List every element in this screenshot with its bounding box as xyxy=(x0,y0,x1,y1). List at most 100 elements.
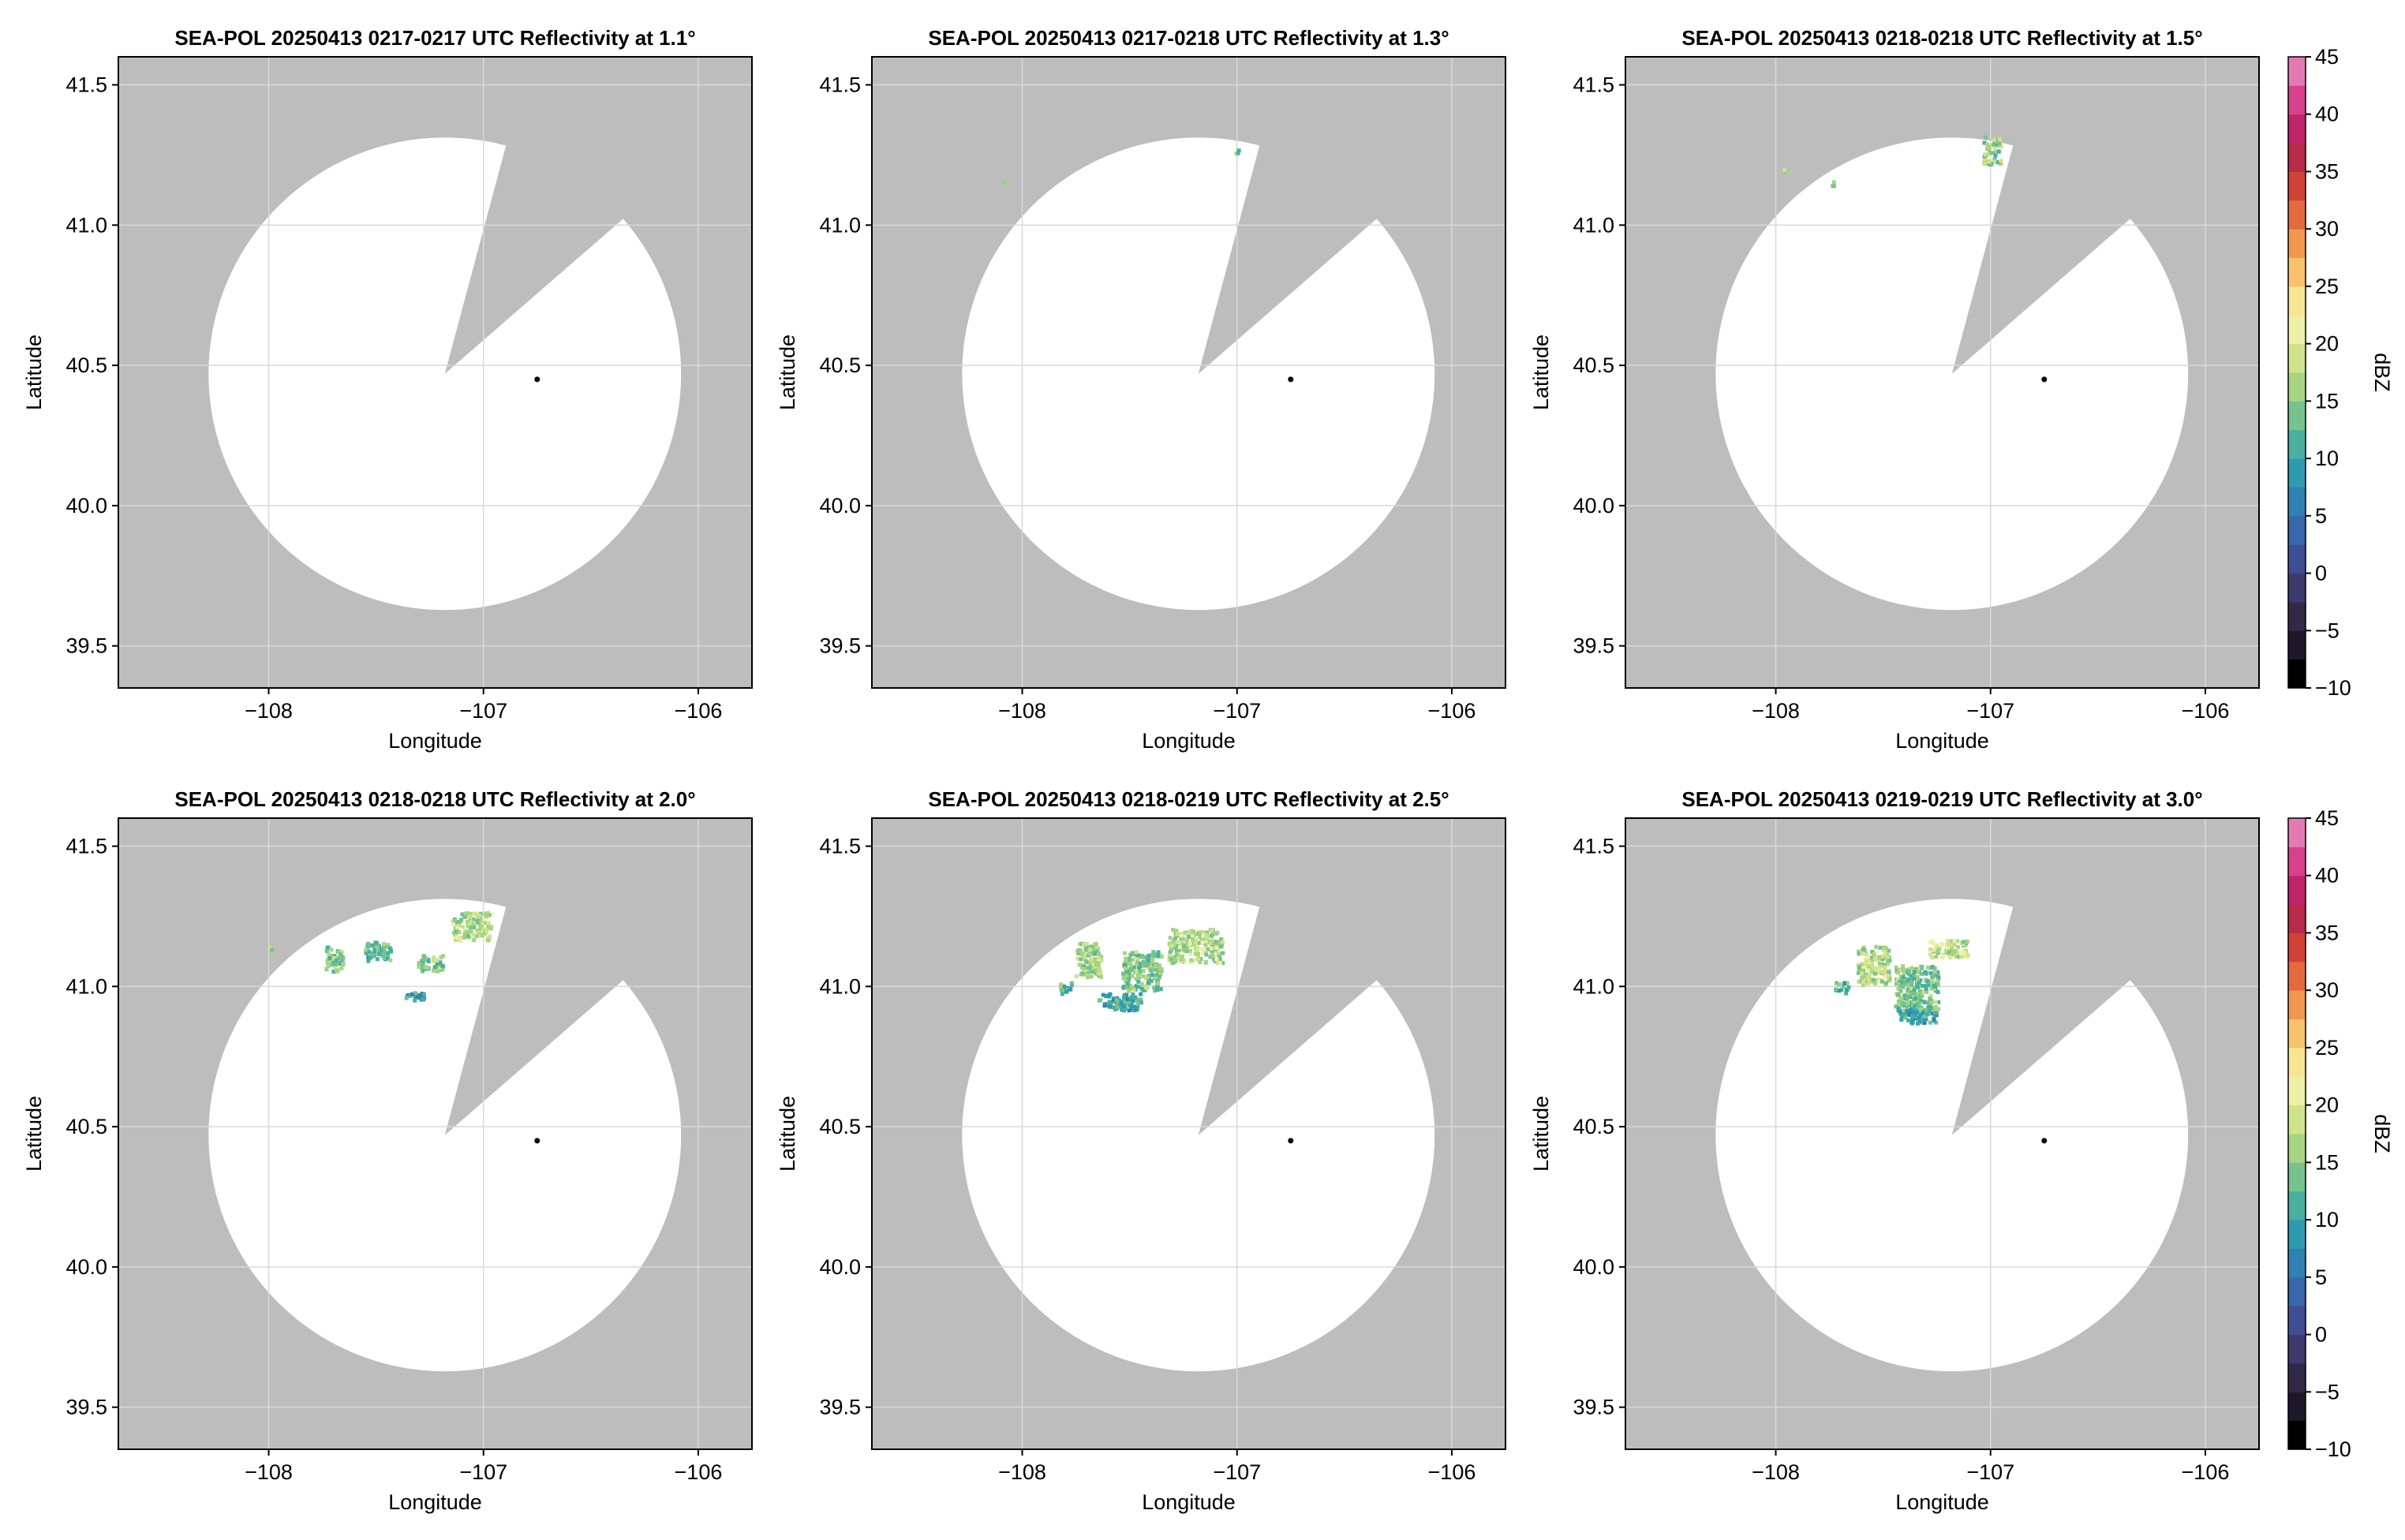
echo-cell xyxy=(1839,988,1844,992)
echo-cell xyxy=(473,911,477,916)
echo-cell xyxy=(1152,985,1157,990)
echo-cell xyxy=(375,948,380,952)
echo-cell xyxy=(1176,948,1181,952)
echo-cell xyxy=(1881,945,1886,950)
colorbar-segment xyxy=(2288,372,2306,402)
colorbar-tick-label: −10 xyxy=(2315,676,2351,700)
echo-cell xyxy=(375,957,380,962)
echo-cell xyxy=(386,951,391,955)
colorbar-label: dBZ xyxy=(2370,1114,2394,1153)
echo-cell xyxy=(1190,933,1195,938)
echo-cell xyxy=(1906,978,1911,983)
echo-cell xyxy=(1171,938,1176,943)
echo-cell xyxy=(1845,987,1850,992)
echo-cell xyxy=(1902,1011,1907,1016)
echo-cell xyxy=(1909,1008,1913,1012)
echo-cell xyxy=(1134,1007,1139,1012)
echo-cell xyxy=(370,943,375,948)
x-tick-label: −106 xyxy=(2182,1460,2230,1484)
echo-cell xyxy=(376,952,381,956)
echo-cell xyxy=(1139,954,1144,959)
echo-cell xyxy=(333,966,338,970)
echo-cell xyxy=(1191,936,1195,941)
coverage-area xyxy=(1715,899,2189,1372)
echo-cell xyxy=(364,948,368,952)
echo-cell xyxy=(1123,1006,1128,1011)
echo-cell xyxy=(437,966,442,970)
echo-cell xyxy=(1128,1004,1132,1008)
echo-cell xyxy=(1921,1011,1925,1015)
echo-cell xyxy=(435,962,439,966)
echo-cell xyxy=(376,943,381,948)
echo-cell xyxy=(1902,1008,1907,1012)
echo-cell xyxy=(1936,973,1940,977)
echo-cell xyxy=(1867,973,1872,977)
echo-cell xyxy=(1122,999,1127,1004)
echo-cell xyxy=(1965,940,1969,944)
colorbar-2: −10 −5 0 5 10 15 20 25 30 35 40 45 dBZ xyxy=(2287,806,2394,1461)
echo-cell xyxy=(413,998,417,1003)
echo-cell xyxy=(1932,970,1937,974)
radar-panel-6: −108 −107 −106 39.5 40.0 40.5 41.0 41.5 SEA-POL … xyxy=(1529,787,2260,1514)
echo-cell xyxy=(1906,1018,1911,1022)
x-tick-label: −108 xyxy=(998,1460,1046,1484)
echo-cell xyxy=(1058,985,1063,989)
echo-cell xyxy=(1992,146,1997,151)
echo-cell xyxy=(332,954,337,958)
echo-cell xyxy=(1004,182,1008,187)
echo-cell xyxy=(1927,1006,1932,1011)
echo-cell xyxy=(1947,950,1952,955)
echo-cell xyxy=(1860,962,1865,966)
colorbar-segment xyxy=(2288,1134,2306,1163)
echo-cell xyxy=(1179,958,1184,962)
echo-cell xyxy=(1075,956,1080,961)
echo-cell xyxy=(1080,971,1085,976)
echo-cell xyxy=(451,922,456,927)
echo-cell xyxy=(1083,948,1088,952)
colorbar-segment xyxy=(2288,1220,2306,1249)
echo-cell xyxy=(1883,974,1887,979)
colorbar-segment xyxy=(2288,933,2306,962)
echo-cell xyxy=(324,949,329,953)
echo-cell xyxy=(1156,950,1161,955)
echo-cell xyxy=(1897,968,1902,973)
echo-cell xyxy=(1136,985,1141,989)
radar-site-marker xyxy=(534,376,540,383)
echo-cell xyxy=(338,949,343,954)
echo-cluster xyxy=(404,991,427,1003)
echo-cell xyxy=(421,997,425,1002)
echo-cell xyxy=(1134,977,1139,981)
echo-cell xyxy=(432,965,437,970)
echo-cell xyxy=(420,962,425,967)
echo-cell xyxy=(1930,955,1935,960)
echo-cell xyxy=(1180,954,1184,959)
echo-cell xyxy=(1861,967,1866,972)
echo-cell xyxy=(1936,949,1939,953)
echo-cell xyxy=(1877,964,1882,969)
echo-cell xyxy=(1143,955,1147,959)
echo-cell xyxy=(1185,940,1190,945)
colorbar-tick-label: 5 xyxy=(2315,504,2327,528)
echo-cell xyxy=(1214,957,1219,962)
echo-cell xyxy=(439,955,443,960)
x-tick-label: −106 xyxy=(675,699,723,723)
echo-cell xyxy=(1089,958,1093,962)
echo-cell xyxy=(1233,151,1238,156)
echo-cell xyxy=(1206,933,1211,938)
colorbar-tick-label: 35 xyxy=(2315,921,2339,944)
echo-cell xyxy=(1835,981,1839,985)
echo-cell xyxy=(1857,951,1861,956)
echo-cell xyxy=(1944,951,1949,955)
echo-cell xyxy=(372,948,377,953)
echo-cell xyxy=(488,925,492,930)
colorbar-segment xyxy=(2288,1162,2306,1192)
echo-cell xyxy=(1896,986,1901,991)
echo-cell xyxy=(1133,995,1138,1000)
echo-cell xyxy=(1216,961,1221,966)
echo-cell xyxy=(1834,987,1838,992)
y-tick-label: 41.5 xyxy=(1573,73,1614,97)
plot-area xyxy=(872,57,1505,688)
colorbar-segment xyxy=(2288,1334,2306,1364)
echo-cell xyxy=(1984,162,1989,166)
echo-cell xyxy=(1143,963,1148,968)
